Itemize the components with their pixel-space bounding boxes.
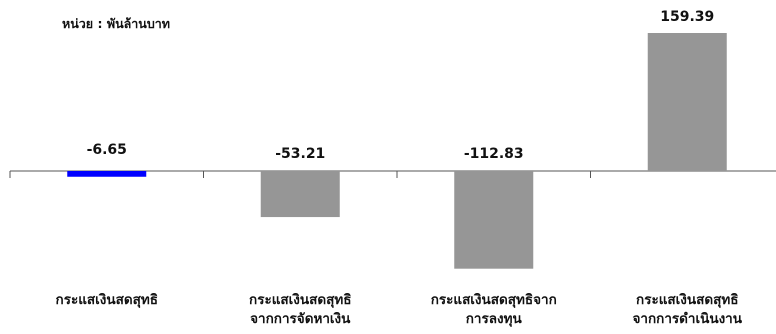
category-label-2-line-2: จากการจัดหาเงิน xyxy=(250,311,351,327)
unit-label: หน่วย : พันล้านบาท xyxy=(62,16,171,31)
data-label-4: 159.39 xyxy=(660,9,714,25)
bar-1 xyxy=(67,171,147,177)
data-label-1: -6.65 xyxy=(87,142,127,158)
data-label-2: -53.21 xyxy=(275,146,325,162)
bar-2 xyxy=(260,171,340,218)
category-label-4-line-1: กระแสเงินสดสุทธิ xyxy=(636,292,738,308)
category-label-3-line-2: การลงทุน xyxy=(466,311,523,327)
data-label-3: -112.83 xyxy=(464,146,524,162)
category-label-4-line-2: จากการดำเนินงาน xyxy=(633,311,743,327)
bar-3 xyxy=(454,171,534,269)
category-label-2-line-1: กระแสเงินสดสุทธิ xyxy=(249,292,351,308)
bar-4 xyxy=(647,33,727,171)
category-label-1: กระแสเงินสดสุทธิ xyxy=(56,292,158,308)
category-label-3-line-1: กระแสเงินสดสุทธิจาก xyxy=(431,292,557,308)
